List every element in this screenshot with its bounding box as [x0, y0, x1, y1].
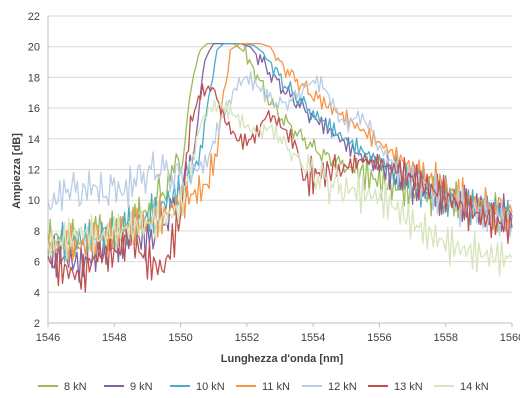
- y-tick-label: 6: [34, 257, 40, 269]
- y-tick-label: 14: [28, 134, 40, 146]
- series-line-14-kn: [47, 99, 513, 277]
- x-tick-label: 1548: [102, 332, 126, 344]
- y-axis-title: Ampiezza [dB]: [11, 133, 23, 209]
- legend-label: 13 kN: [394, 381, 423, 393]
- y-tick-label: 18: [28, 72, 40, 84]
- legend-item: 13 kN: [368, 381, 423, 393]
- legend-label: 9 kN: [130, 381, 153, 393]
- legend-label: 12 kN: [328, 381, 357, 393]
- series-lines: [47, 42, 513, 293]
- legend-label: 10 kN: [196, 381, 225, 393]
- y-tick-label: 16: [28, 103, 40, 115]
- x-tick-label: 1552: [235, 332, 259, 344]
- y-tick-labels: 2 4 6 8 10 12 14 16 18 20 22: [28, 11, 40, 330]
- legend-label: 11 kN: [262, 381, 290, 393]
- x-tick-label: 1558: [433, 332, 457, 344]
- x-axis-title: Lunghezza d'onda [nm]: [221, 353, 344, 365]
- x-tick-label: 1556: [367, 332, 391, 344]
- y-tick-label: 10: [28, 195, 40, 207]
- y-tick-label: 8: [34, 226, 40, 238]
- legend-label: 14 kN: [460, 381, 489, 393]
- x-tick-labels: 1546 1548 1550 1552 1554 1556 1558 1560: [36, 323, 520, 344]
- y-tick-label: 4: [34, 287, 40, 299]
- y-tick-label: 20: [28, 42, 40, 54]
- series-line-13-kn: [47, 83, 513, 293]
- legend-item: 11 kN: [236, 381, 290, 393]
- gridlines: [47, 15, 512, 324]
- series-line-12-kn: [47, 71, 513, 238]
- legend-item: 10 kN: [170, 381, 225, 393]
- x-tick-label: 1546: [36, 332, 60, 344]
- y-tick-label: 2: [34, 318, 40, 330]
- x-tick-label: 1550: [168, 332, 192, 344]
- y-tick-label: 12: [28, 165, 40, 177]
- x-tick-label: 1554: [301, 332, 325, 344]
- legend-item: 9 kN: [104, 381, 153, 393]
- legend-label: 8 kN: [64, 381, 87, 393]
- legend-item: 14 kN: [434, 381, 489, 393]
- x-tick-label: 1560: [500, 332, 520, 344]
- legend-item: 12 kN: [302, 381, 357, 393]
- y-tick-label: 22: [28, 11, 40, 23]
- legend: 8 kN 9 kN 10 kN 11 kN 12 kN 13 kN 14 kN: [38, 381, 489, 393]
- series-line-9-kn: [47, 42, 513, 283]
- legend-item: 8 kN: [38, 381, 87, 393]
